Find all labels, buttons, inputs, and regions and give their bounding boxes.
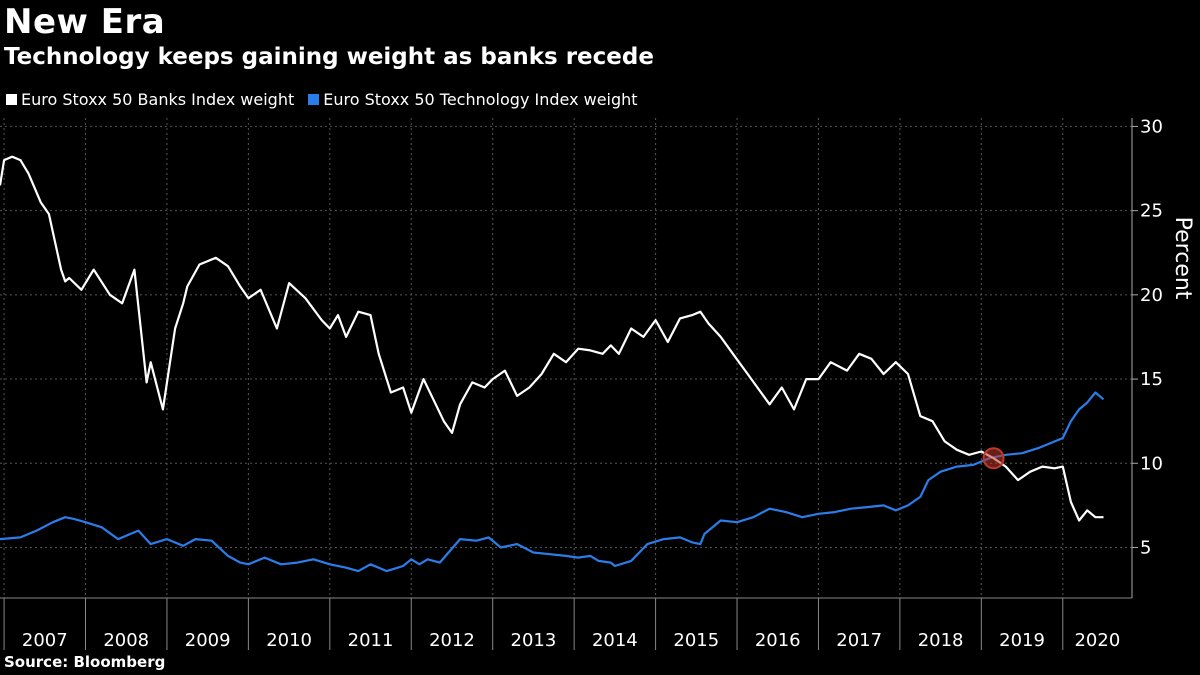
- x-tick-label: 2018: [918, 630, 964, 651]
- source-note: Source: Bloomberg: [4, 653, 166, 671]
- x-tick-label: 2016: [755, 630, 801, 651]
- y-tick-label: 30: [1140, 116, 1163, 137]
- x-tick-label: 2010: [266, 630, 312, 651]
- x-tick-label: 2020: [1074, 630, 1120, 651]
- legend-swatch-technology: [308, 94, 320, 105]
- crossover-marker: [982, 447, 1005, 470]
- series-line-banks: [0, 155, 1104, 522]
- chart-subtitle: Technology keeps gaining weight as banks…: [4, 44, 654, 70]
- y-tick-label: 20: [1140, 285, 1163, 306]
- y-tick-label: 10: [1140, 453, 1163, 474]
- x-tick-label: 2017: [836, 630, 882, 651]
- y-tick-label: 25: [1140, 201, 1163, 222]
- y-tick-label: 15: [1140, 369, 1163, 390]
- legend-swatch-banks: [6, 94, 17, 105]
- series-line-technology: [0, 391, 1105, 573]
- legend: Euro Stoxx 50 Banks Index weight Euro St…: [6, 90, 638, 109]
- legend-item-banks: Euro Stoxx 50 Banks Index weight: [6, 90, 294, 109]
- chart-title: New Era: [4, 2, 166, 42]
- legend-label-banks: Euro Stoxx 50 Banks Index weight: [21, 90, 295, 109]
- x-tick-label: 2015: [673, 630, 719, 651]
- x-tick-label: 2014: [592, 630, 638, 651]
- legend-label-technology: Euro Stoxx 50 Technology Index weight: [323, 90, 638, 109]
- x-tick-label: 2007: [22, 630, 68, 651]
- y-tick-label: 5: [1140, 537, 1151, 558]
- x-tick-label: 2009: [185, 630, 231, 651]
- x-tick-label: 2012: [429, 630, 475, 651]
- y-axis-title: Percent: [1170, 217, 1195, 300]
- x-tick-label: 2008: [103, 630, 149, 651]
- x-tick-label: 2013: [511, 630, 557, 651]
- x-tick-label: 2011: [348, 630, 394, 651]
- legend-item-technology: Euro Stoxx 50 Technology Index weight: [308, 90, 638, 109]
- x-tick-label: 2019: [999, 630, 1045, 651]
